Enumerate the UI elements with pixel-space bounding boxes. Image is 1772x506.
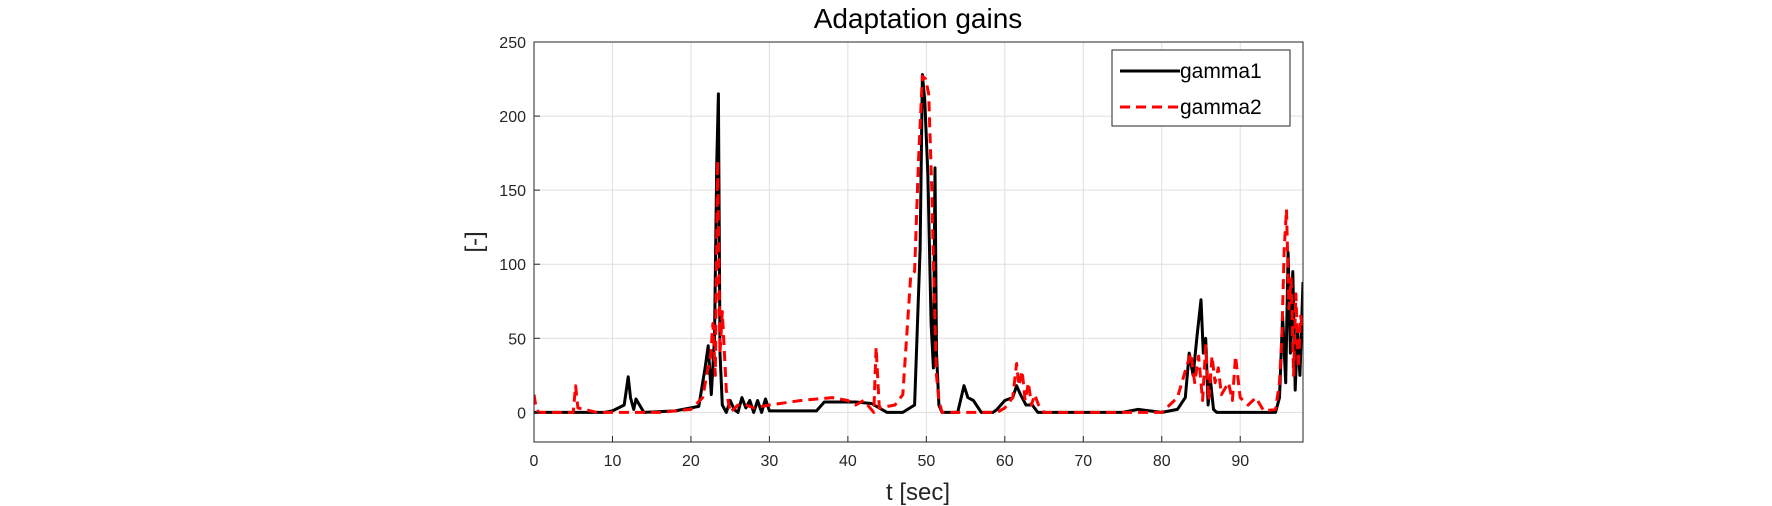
y-tick-label: 200 (499, 109, 526, 126)
x-tick-label: 40 (839, 453, 857, 470)
x-axis-title: t [sec] (886, 479, 950, 506)
y-tick-label: 50 (508, 331, 526, 348)
x-tick-label: 50 (917, 453, 935, 470)
legend-label-gamma2: gamma2 (1180, 96, 1262, 119)
series-layer (534, 73, 1303, 414)
x-tick-label: 60 (996, 453, 1014, 470)
y-axis-title: [-] (461, 231, 488, 252)
x-tick-label: 70 (1074, 453, 1092, 470)
x-tick-label: 90 (1231, 453, 1249, 470)
plot-frame (533, 41, 1304, 443)
y-tick-label: 150 (499, 183, 526, 200)
legend: gamma1 gamma2 (1111, 49, 1291, 127)
x-tick-label: 30 (761, 453, 779, 470)
y-tick-label: 100 (499, 257, 526, 274)
axes: 0 10 20 30 40 50 60 70 80 90 0 50 100 150 200 250 (499, 35, 1249, 470)
legend-box (1111, 49, 1291, 127)
x-tick-label: 0 (530, 453, 539, 470)
y-tick-label: 0 (517, 405, 526, 422)
x-tick-label: 80 (1153, 453, 1171, 470)
x-tick-label: 10 (604, 453, 622, 470)
y-tick-label: 250 (499, 35, 526, 52)
chart-title: Adaptation gains (814, 3, 1023, 34)
series-line-gamma2 (534, 74, 1303, 414)
legend-label-gamma1: gamma1 (1180, 60, 1262, 83)
x-tick-label: 20 (682, 453, 700, 470)
